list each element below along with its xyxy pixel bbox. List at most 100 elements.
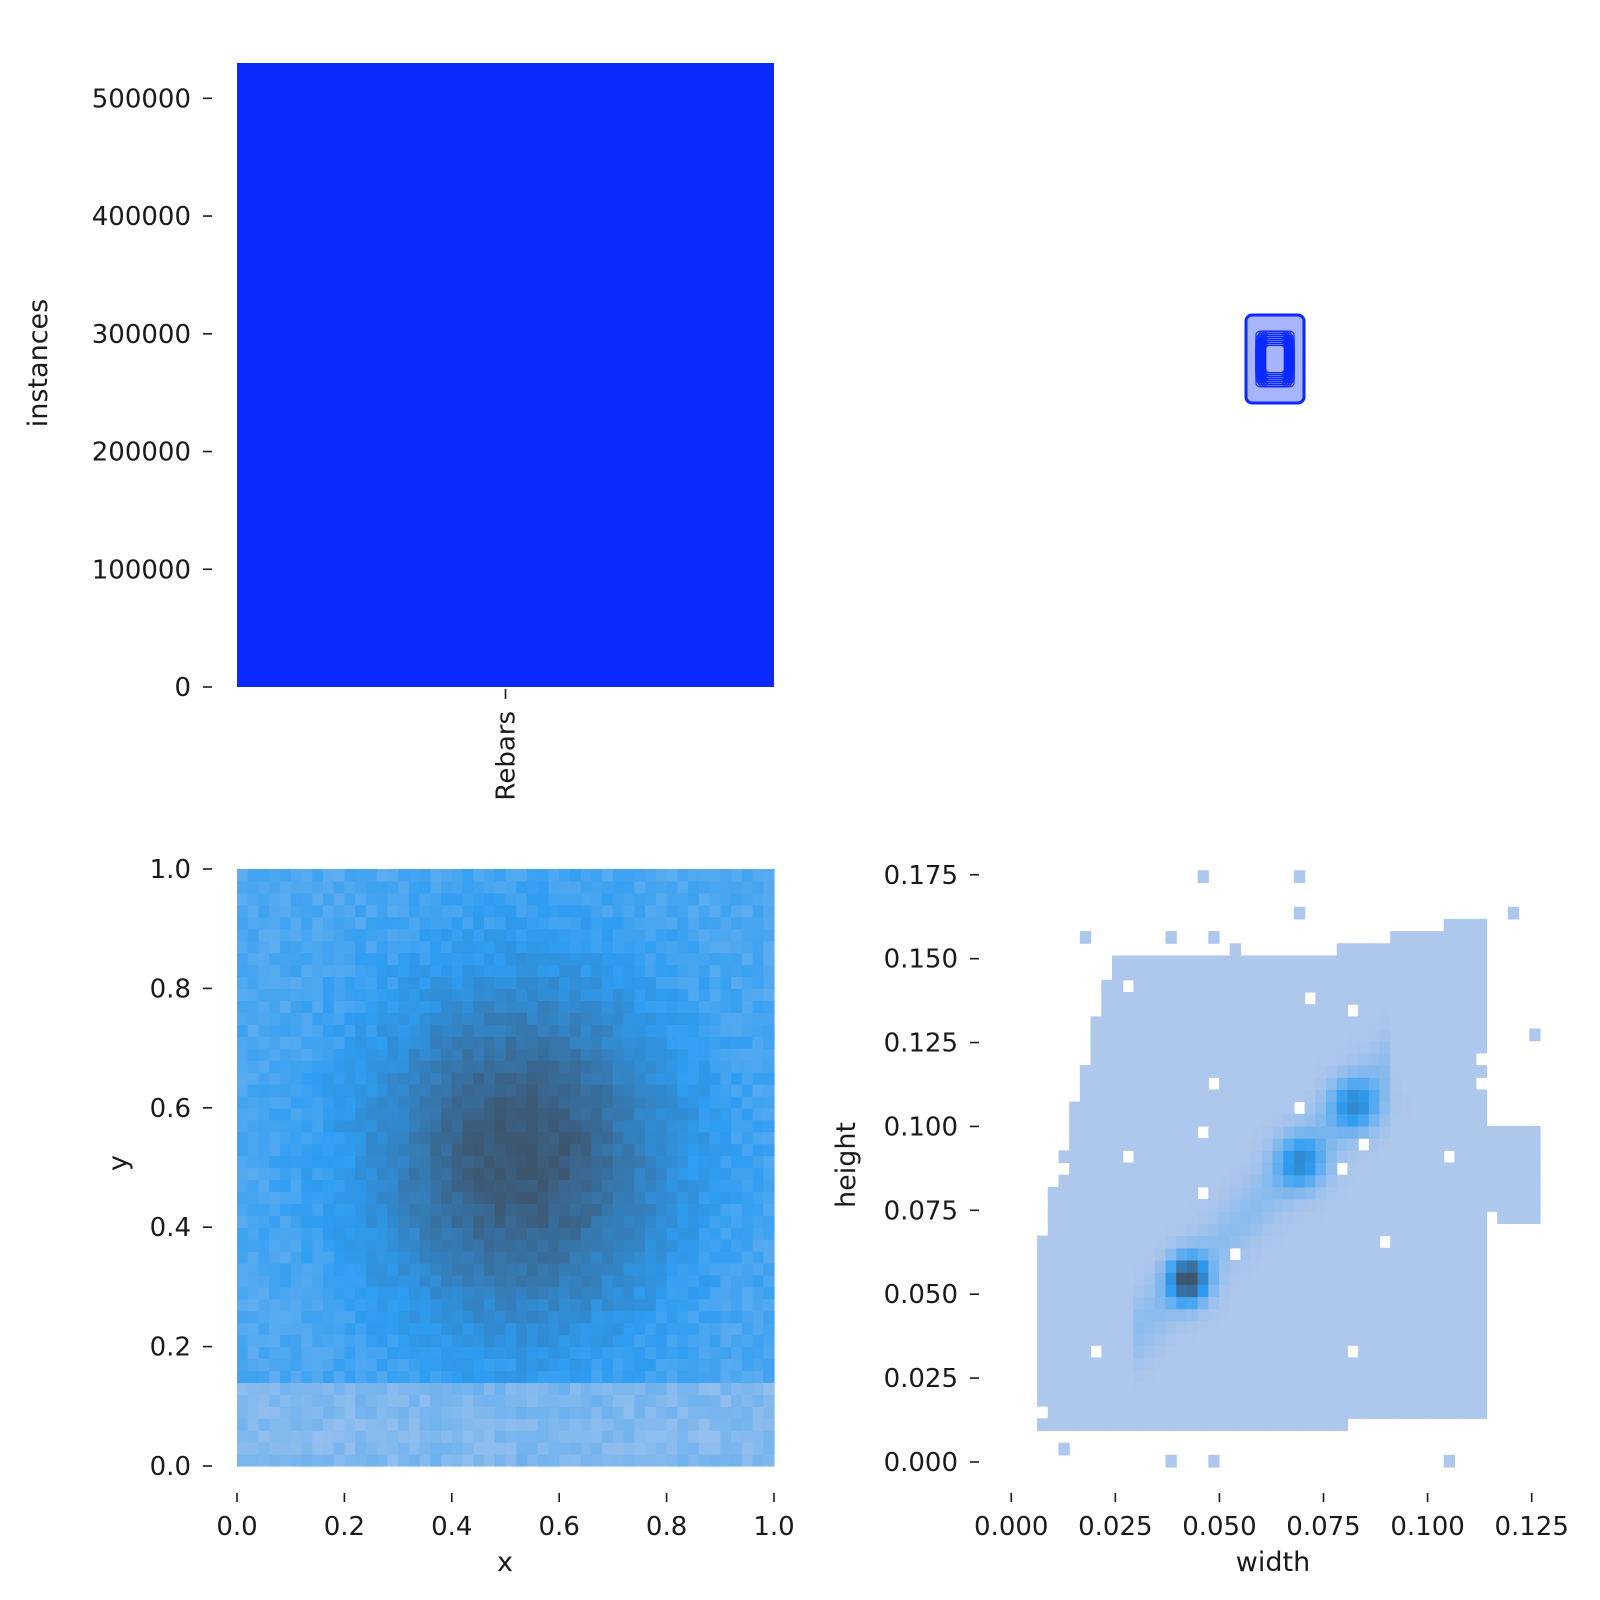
xy-heat-cell bbox=[548, 1095, 560, 1109]
xy-heat-cell bbox=[376, 1083, 388, 1097]
wh-heat-cell bbox=[1454, 1186, 1466, 1200]
xy-heat-cell bbox=[269, 1406, 281, 1419]
xy-heat-cell bbox=[301, 880, 313, 894]
wh-heat-cell bbox=[1326, 967, 1338, 981]
wh-heat-cell bbox=[1079, 1101, 1092, 1115]
wh-heat-cell bbox=[1037, 1369, 1049, 1383]
xy-heat-cell bbox=[688, 1430, 700, 1443]
wh-heat-cell bbox=[1283, 1235, 1295, 1249]
xy-heat-cell bbox=[559, 1394, 571, 1407]
wh-heat-cell bbox=[1315, 1138, 1327, 1151]
xy-heat-cell bbox=[688, 1382, 700, 1395]
xy-heat-cell bbox=[731, 1322, 743, 1336]
xy-heat-cell bbox=[559, 1179, 571, 1192]
xy-heat-cell bbox=[612, 1310, 625, 1324]
wh-heat-cell bbox=[1443, 1186, 1455, 1200]
bar-y-tick-label: 0 bbox=[174, 673, 191, 703]
wh-heat-cell bbox=[1240, 991, 1252, 1005]
xy-heat-cell bbox=[666, 952, 678, 966]
xy-heat-cell bbox=[559, 1370, 571, 1384]
wh-heat-cell bbox=[1347, 1150, 1359, 1164]
xy-heat-cell bbox=[322, 1322, 335, 1336]
xy-heat-cell bbox=[376, 1131, 388, 1145]
xy-heat-cell bbox=[548, 1251, 560, 1264]
xy-heat-cell bbox=[634, 1251, 646, 1264]
wh-heat-cell bbox=[1122, 1174, 1134, 1188]
wh-heat-cell bbox=[1186, 967, 1199, 981]
xy-heat-cell bbox=[344, 1334, 356, 1348]
xy-heat-cell bbox=[419, 1239, 431, 1252]
wh-heat-cell bbox=[1422, 1186, 1434, 1200]
xy-heat-cell bbox=[666, 1334, 678, 1348]
wh-heat-cell bbox=[1208, 1162, 1220, 1176]
xy-heat-cell bbox=[398, 1012, 410, 1025]
wh-heat-cell bbox=[1433, 1369, 1445, 1383]
wh-heat-cell bbox=[1176, 1211, 1188, 1224]
xy-heat-cell bbox=[731, 1107, 743, 1121]
wh-heat-cell bbox=[1433, 931, 1445, 944]
xy-heat-cell bbox=[247, 904, 260, 918]
wh-heat-cell bbox=[1197, 1308, 1209, 1322]
xy-heat-cell bbox=[602, 1382, 614, 1395]
xy-heat-cell bbox=[322, 1454, 335, 1467]
wh-heat-cell bbox=[1176, 1406, 1188, 1419]
wh-heat-cell bbox=[1368, 1065, 1381, 1078]
wh-heat-cell bbox=[1336, 1393, 1348, 1407]
xy-heat-cell bbox=[709, 1143, 721, 1157]
xy-heat-cell bbox=[677, 940, 689, 954]
xy-heat-cell bbox=[237, 1298, 249, 1312]
wh-heat-cell bbox=[1133, 1186, 1145, 1200]
xy-heat-cell bbox=[612, 940, 625, 954]
xy-heat-cell bbox=[355, 952, 367, 966]
xy-heat-cell bbox=[279, 1048, 292, 1061]
xy-heat-cell bbox=[344, 928, 356, 942]
wh-heat-cell bbox=[1390, 1235, 1402, 1249]
wh-heat-cell bbox=[1197, 1333, 1209, 1346]
xy-heat-cell bbox=[752, 1286, 764, 1300]
xy-heat-cell bbox=[569, 1119, 582, 1133]
xy-heat-cell bbox=[312, 1370, 324, 1384]
xy-heat-cell bbox=[731, 976, 743, 989]
wh-heat-cell bbox=[1144, 1345, 1156, 1358]
xy-heat-cell bbox=[655, 928, 668, 942]
xy-heat-cell bbox=[333, 916, 345, 930]
wh-heat-cell bbox=[1465, 931, 1477, 944]
xy-heat-cell bbox=[505, 1191, 517, 1204]
wh-heat-cell bbox=[1197, 1211, 1209, 1224]
xy-heat-cell bbox=[290, 1251, 303, 1264]
xy-heat-cell bbox=[322, 988, 335, 1001]
xy-heat-cell bbox=[484, 1000, 496, 1013]
xy-heat-cell bbox=[709, 1442, 721, 1455]
wh-heat-cell bbox=[1411, 967, 1423, 981]
xy-heat-cell bbox=[322, 1179, 335, 1192]
xy-heat-cell bbox=[430, 1107, 442, 1121]
wh-heat-cell bbox=[1240, 1125, 1252, 1139]
xy-heat-cell bbox=[408, 1286, 421, 1300]
xy-heat-cell bbox=[398, 1203, 410, 1216]
wh-heat-cell bbox=[1219, 1162, 1231, 1176]
wh-heat-cell bbox=[1411, 1040, 1423, 1054]
xy-heat-cell bbox=[387, 1394, 399, 1407]
xy-heat-cell bbox=[602, 1071, 614, 1085]
xy-heat-cell bbox=[516, 1095, 528, 1109]
wh-heat-cell bbox=[1186, 1077, 1199, 1091]
wh-heat-cell bbox=[1251, 1138, 1263, 1151]
xy-heat-cell bbox=[462, 940, 474, 954]
xy-heat-cell bbox=[484, 1191, 496, 1204]
wh-heat-cell bbox=[1240, 1174, 1252, 1188]
xy-heat-cell bbox=[322, 1370, 335, 1384]
wh-heat-cell bbox=[1497, 1211, 1509, 1224]
wh-heat-cell bbox=[1336, 1052, 1348, 1066]
wh-heat-cell bbox=[1433, 1199, 1445, 1212]
xy-heat-cell bbox=[279, 1083, 292, 1097]
wh-heat-cell bbox=[1283, 1333, 1295, 1346]
xy-heat-cell bbox=[312, 1179, 324, 1192]
xy-heat-cell bbox=[526, 1167, 539, 1181]
wh-heat-cell bbox=[1186, 1418, 1199, 1432]
wh-heat-cell bbox=[1454, 1211, 1466, 1224]
xy-heat-cell bbox=[516, 988, 528, 1001]
xy-heat-cell bbox=[322, 1215, 335, 1228]
xy-heat-cell bbox=[591, 1251, 603, 1264]
xy-heat-cell bbox=[387, 904, 399, 918]
xy-heat-cell bbox=[720, 1119, 732, 1133]
